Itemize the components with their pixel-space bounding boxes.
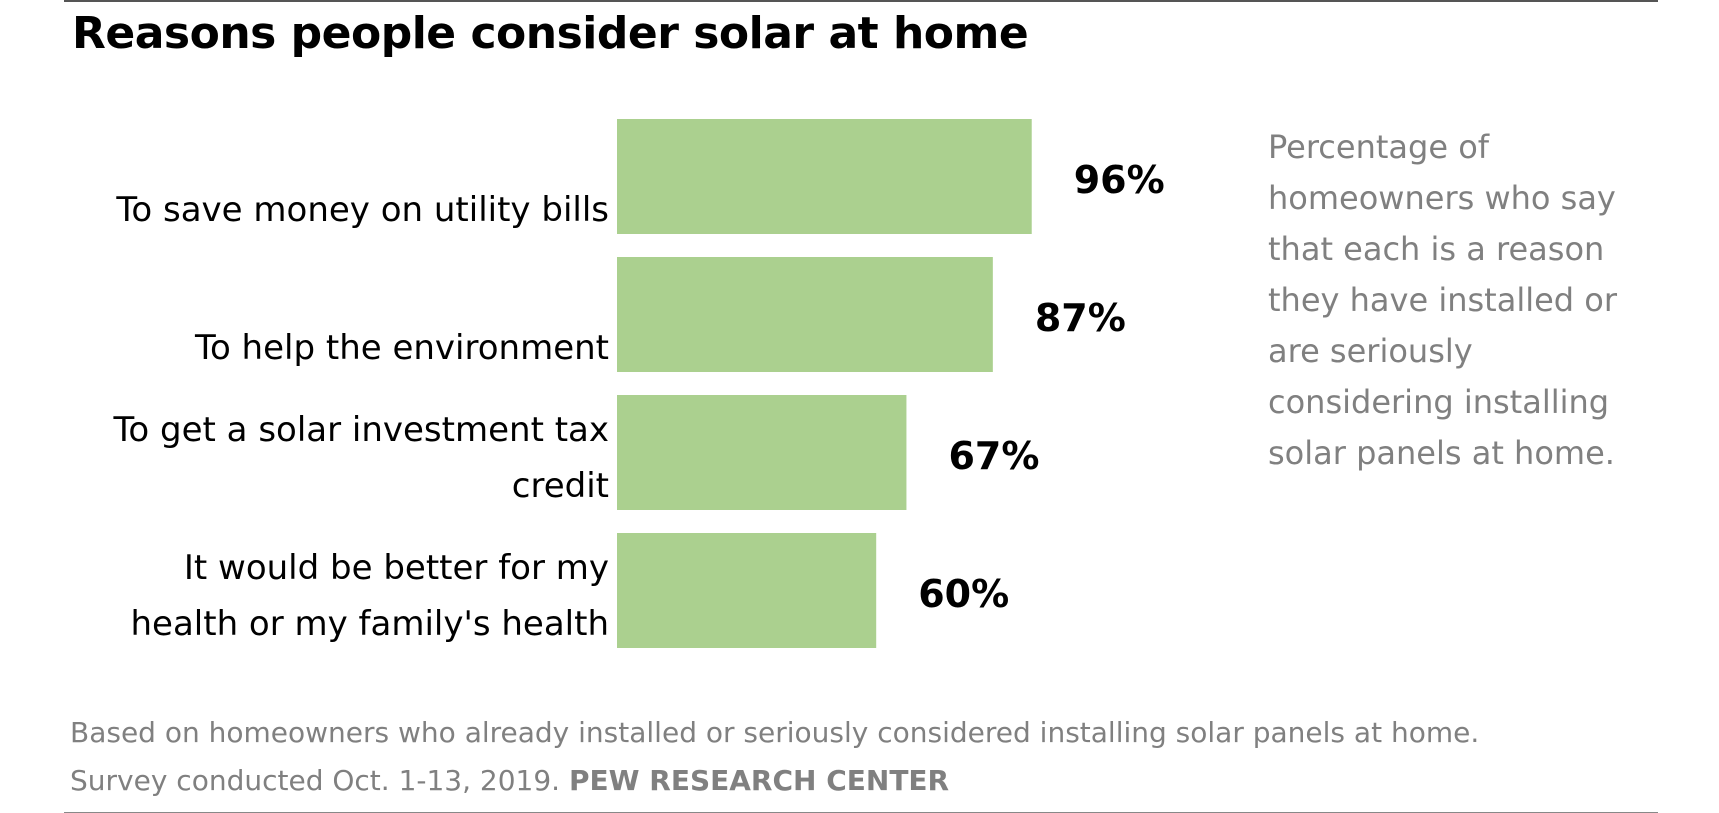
footer-survey: Survey conducted Oct. 1-13, 2019. PEW RE… (70, 764, 949, 797)
top-rule (64, 0, 1658, 2)
bar-3 (617, 395, 907, 510)
category-label-1: To save money on utility bills (115, 190, 609, 230)
source-credit: PEW RESEARCH CENTER (568, 764, 950, 797)
category-label-2: To help the environment (194, 328, 609, 368)
value-label-3: 67% (948, 434, 1039, 478)
category-label-3-line-1: To get a solar investment tax (112, 410, 609, 450)
category-label-4-line-2: health or my family's health (130, 604, 609, 644)
value-label-1: 96% (1074, 158, 1165, 202)
bar-2 (617, 257, 993, 372)
chart-note: Percentage of homeowners who say that ea… (1268, 128, 1617, 472)
value-label-2: 87% (1035, 296, 1126, 340)
bar-1 (617, 119, 1032, 234)
category-label-3-line-2: credit (512, 466, 609, 506)
chart-title: Reasons people consider solar at home (72, 8, 1029, 59)
bar-4 (617, 533, 877, 648)
footer-note: Based on homeowners who already installe… (70, 716, 1480, 749)
category-label-4-line-1: It would be better for my (184, 548, 609, 588)
survey-date: Survey conducted Oct. 1-13, 2019. (70, 764, 569, 797)
value-label-4: 60% (918, 572, 1009, 616)
